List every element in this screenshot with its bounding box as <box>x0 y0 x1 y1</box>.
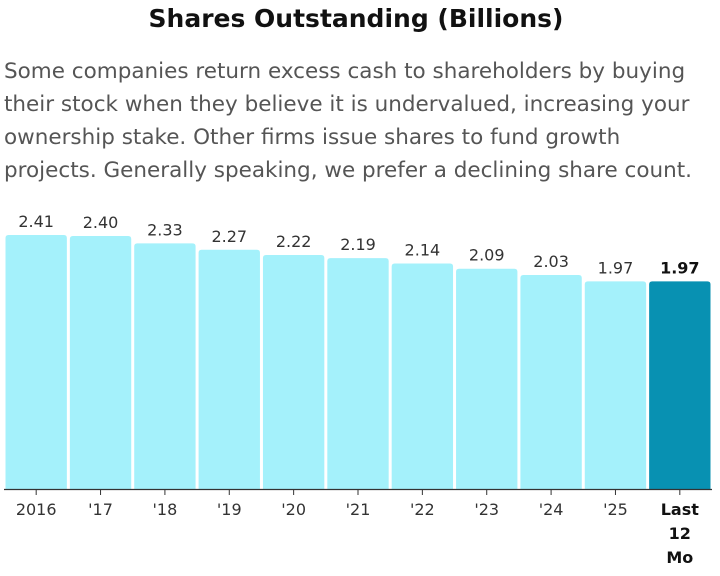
x-tick-label: '18 <box>153 500 178 519</box>
bar-value-label: 2.09 <box>469 246 505 265</box>
bar <box>391 263 454 489</box>
bar <box>134 243 196 489</box>
bar-value-label: 2.14 <box>405 240 441 259</box>
bar-value-label: 2.03 <box>533 252 569 271</box>
bar <box>520 275 582 489</box>
x-tick-label: '21 <box>346 500 371 519</box>
bar-highlight <box>649 281 711 489</box>
x-tick-label: '17 <box>88 500 113 519</box>
x-tick-label: '25 <box>603 500 628 519</box>
x-tick-label: '20 <box>281 500 306 519</box>
bar <box>456 268 518 489</box>
x-tick-label: Last 12 Mo <box>661 500 700 567</box>
chart-subtitle: Some companies return excess cash to sha… <box>4 59 693 183</box>
bar <box>198 249 260 489</box>
x-tick-label: 2016 <box>16 500 57 519</box>
bar <box>584 281 647 489</box>
bar-value-label: 2.40 <box>83 213 119 232</box>
x-tick-label: '22 <box>410 500 435 519</box>
bar-value-label: 1.97 <box>660 258 699 277</box>
x-tick-label: '19 <box>217 500 242 519</box>
bar <box>262 255 325 489</box>
bar <box>69 236 132 489</box>
bar-value-label: 2.27 <box>211 227 247 246</box>
bar <box>5 235 67 489</box>
bar-value-label: 2.22 <box>276 232 312 251</box>
bar <box>327 258 389 489</box>
chart-title: Shares Outstanding (Billions) <box>148 4 564 33</box>
bar-value-label: 2.19 <box>340 235 376 254</box>
x-tick-label: '23 <box>474 500 499 519</box>
x-tick-label: '24 <box>539 500 564 519</box>
bar-value-label: 2.33 <box>147 220 183 239</box>
bar-value-label: 2.41 <box>18 212 54 231</box>
bar-value-label: 1.97 <box>598 258 634 277</box>
